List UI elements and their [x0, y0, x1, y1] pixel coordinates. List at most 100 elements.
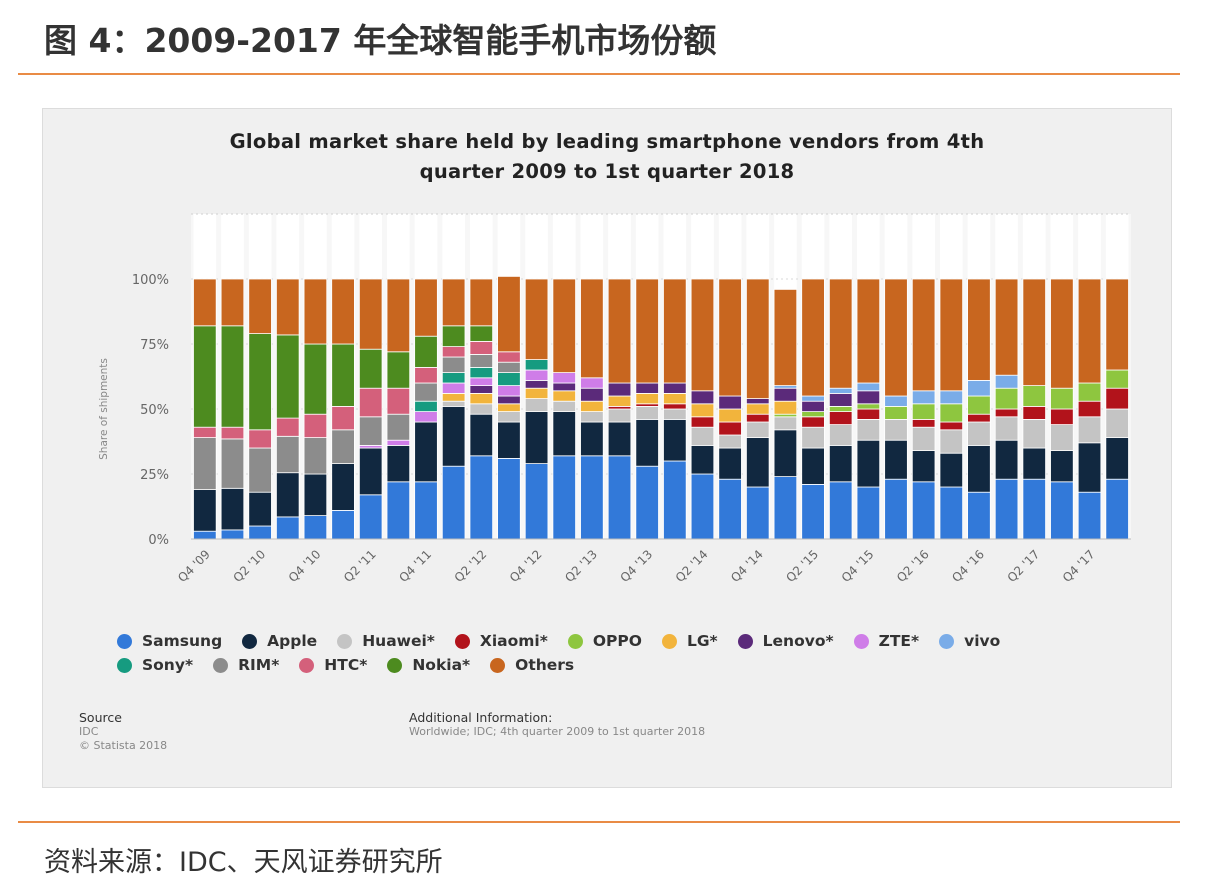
bar-segment [193, 278, 217, 327]
bar-segment [856, 486, 881, 540]
y-tick-label: 50% [140, 403, 169, 418]
legend-item[interactable]: Others [490, 656, 574, 674]
legend-label: Nokia* [412, 656, 471, 674]
bar-segment [718, 278, 742, 397]
legend-item[interactable]: Samsung [117, 632, 222, 650]
bar-segment [497, 275, 521, 353]
bar-segment [607, 455, 632, 540]
legend-item[interactable]: LG* [661, 632, 718, 650]
legend-item[interactable]: Apple [242, 632, 317, 650]
bar-stack [276, 278, 300, 540]
additional-info-text: Worldwide; IDC; 4th quarter 2009 to 1st … [409, 725, 706, 738]
bar-segment [386, 387, 411, 415]
bar-segment [497, 385, 521, 397]
x-tick-label: Q4 '17 [1060, 547, 1098, 585]
bar-segment [856, 390, 881, 405]
bar-stack [386, 278, 411, 540]
bar-stack [358, 278, 383, 540]
bar-segment [911, 450, 936, 483]
legend-label: Huawei* [362, 632, 435, 650]
bar-segment [441, 405, 466, 467]
bar-segment [441, 278, 466, 327]
legend-item[interactable]: Lenovo* [737, 632, 834, 650]
bar-segment [1077, 491, 1102, 540]
bar-segment [303, 343, 328, 415]
bar-segment [663, 403, 687, 410]
bar-segment [994, 416, 1019, 441]
legend-item[interactable]: RIM* [213, 656, 279, 674]
legend-item[interactable]: ZTE* [853, 632, 919, 650]
bar-segment [663, 460, 687, 540]
bar-segment [690, 403, 715, 418]
bar-segment [1022, 405, 1046, 420]
bar-segment [773, 429, 798, 477]
bar-segment [884, 418, 908, 441]
bar-stack [828, 278, 853, 540]
bar-segment [469, 385, 494, 394]
bar-segment [690, 416, 715, 428]
legend-swatch-icon [737, 633, 753, 649]
bar-segment [414, 400, 438, 413]
bar-stack [331, 278, 355, 540]
bar-segment [746, 403, 770, 415]
bar-segment [358, 416, 383, 446]
bar-segment [386, 439, 411, 446]
bar-segment [856, 278, 881, 384]
bar-stack [469, 278, 494, 540]
bar-stack [1050, 278, 1074, 540]
bar-segment [994, 278, 1019, 376]
bar-segment [469, 325, 494, 342]
bar-segment [663, 392, 687, 405]
y-axis-title: Share of shipments [98, 358, 110, 460]
legend-swatch-icon [661, 633, 677, 649]
legend-item[interactable]: Xiaomi* [454, 632, 548, 650]
x-tick-label: Q4 '10 [286, 547, 324, 585]
bar-segment [276, 278, 300, 336]
bar-segment [441, 356, 466, 374]
bar-segment [1022, 478, 1046, 540]
bar-segment [718, 395, 742, 410]
bar-segment [635, 465, 659, 540]
bar-segment [856, 408, 881, 420]
bar-segment [967, 421, 991, 446]
bar-stack [690, 278, 715, 540]
legend-item[interactable]: vivo [939, 632, 1000, 650]
bar-segment [801, 411, 825, 418]
legend-item[interactable]: Huawei* [337, 632, 435, 650]
bar-segment [248, 447, 272, 493]
bar-segment [746, 278, 770, 399]
bar-segment [856, 439, 881, 488]
bar-segment [1050, 408, 1074, 426]
bar-segment [663, 278, 687, 384]
bar-segment [276, 516, 300, 540]
bar-segment [248, 525, 272, 540]
bar-segment [856, 403, 881, 410]
source-block: Source IDC © Statista 2018 [79, 710, 167, 753]
x-tick-label: Q2 '17 [1005, 547, 1043, 585]
legend-item[interactable]: Sony* [117, 656, 193, 674]
bar-segment [828, 444, 853, 483]
bar-segment [386, 278, 411, 353]
legend-item[interactable]: HTC* [299, 656, 367, 674]
bar-segment [967, 491, 991, 540]
legend-swatch-icon [117, 657, 132, 673]
legend-label: RIM* [238, 656, 280, 674]
legend-swatch-icon [387, 657, 403, 673]
bar-segment [690, 444, 715, 475]
legend-item[interactable]: Nokia* [387, 656, 470, 674]
bar-segment [828, 392, 853, 407]
bar-segment [552, 400, 576, 413]
bar-segment [497, 403, 521, 412]
bar-segment [967, 278, 991, 381]
bar-segment [552, 278, 576, 373]
chart-title: Global market share held by leading smar… [43, 127, 1171, 187]
bar-segment [939, 390, 964, 405]
bar-segment [552, 411, 576, 457]
bar-segment [635, 392, 659, 405]
bar-segment [828, 411, 853, 426]
bar-segment [220, 278, 245, 327]
legend-label: HTC* [324, 656, 368, 674]
x-tick-label: Q2 '15 [783, 547, 821, 585]
legend-item[interactable]: OPPO [567, 632, 642, 650]
bar-segment [911, 426, 936, 452]
